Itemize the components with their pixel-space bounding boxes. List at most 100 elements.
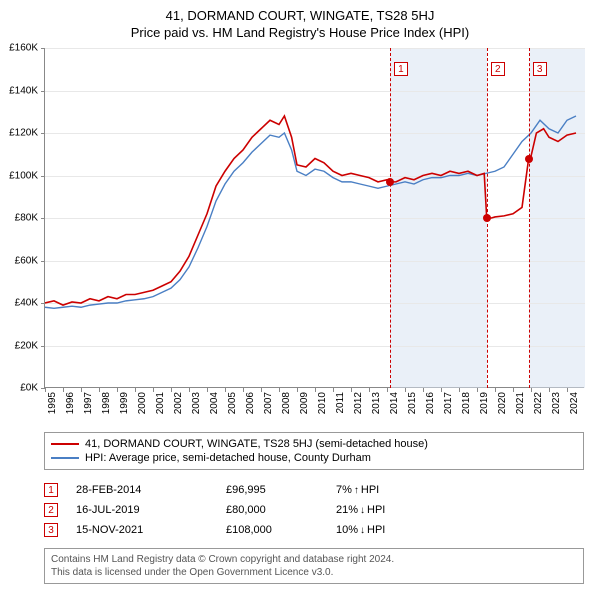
y-tick <box>41 48 45 49</box>
diff-label: HPI <box>361 484 379 496</box>
transaction-row-marker: 1 <box>44 483 58 497</box>
x-tick <box>459 388 460 392</box>
y-tick <box>41 303 45 304</box>
footer-attribution: Contains HM Land Registry data © Crown c… <box>44 548 584 584</box>
diff-arrow-icon: ↑ <box>354 485 359 496</box>
chart-title: 41, DORMAND COURT, WINGATE, TS28 5HJ <box>0 0 600 23</box>
y-tick <box>41 218 45 219</box>
transaction-date: 28-FEB-2014 <box>76 484 226 496</box>
x-tick <box>477 388 478 392</box>
legend-row: 41, DORMAND COURT, WINGATE, TS28 5HJ (se… <box>51 437 577 451</box>
transaction-price: £80,000 <box>226 504 336 516</box>
x-tick <box>567 388 568 392</box>
x-axis-label: 2013 <box>371 392 382 414</box>
x-axis-label: 2000 <box>137 392 148 414</box>
transaction-row-marker: 3 <box>44 523 58 537</box>
x-axis-label: 2024 <box>569 392 580 414</box>
y-axis-label: £120K <box>9 128 38 139</box>
diff-label: HPI <box>367 524 385 536</box>
x-tick <box>405 388 406 392</box>
legend-label: 41, DORMAND COURT, WINGATE, TS28 5HJ (se… <box>85 438 428 450</box>
transactions-table: 128-FEB-2014£96,9957%↑HPI216-JUL-2019£80… <box>44 480 584 540</box>
transaction-dot <box>386 178 394 186</box>
x-axis-label: 2010 <box>317 392 328 414</box>
transaction-price: £108,000 <box>226 524 336 536</box>
y-tick <box>41 176 45 177</box>
transaction-diff: 10%↓HPI <box>336 524 426 536</box>
footer-line2: This data is licensed under the Open Gov… <box>51 566 577 579</box>
x-tick <box>333 388 334 392</box>
x-axis-label: 2021 <box>515 392 526 414</box>
x-axis-label: 2004 <box>209 392 220 414</box>
x-axis-label: 2022 <box>533 392 544 414</box>
x-axis-label: 2017 <box>443 392 454 414</box>
x-axis-label: 2006 <box>245 392 256 414</box>
x-tick <box>549 388 550 392</box>
x-axis-label: 1995 <box>47 392 58 414</box>
x-axis-label: 2011 <box>335 392 346 414</box>
y-axis-label: £100K <box>9 170 38 181</box>
x-axis-label: 1998 <box>101 392 112 414</box>
legend-row: HPI: Average price, semi-detached house,… <box>51 451 577 465</box>
x-axis-label: 2016 <box>425 392 436 414</box>
x-axis-label: 2007 <box>263 392 274 414</box>
legend-section: 41, DORMAND COURT, WINGATE, TS28 5HJ (se… <box>44 432 584 584</box>
x-tick <box>279 388 280 392</box>
chart-container: 41, DORMAND COURT, WINGATE, TS28 5HJ Pri… <box>0 0 600 590</box>
chart-subtitle: Price paid vs. HM Land Registry's House … <box>0 23 600 40</box>
diff-percent: 21% <box>336 504 358 516</box>
transaction-dot <box>525 155 533 163</box>
legend-swatch <box>51 457 79 459</box>
y-tick <box>41 133 45 134</box>
x-tick <box>45 388 46 392</box>
x-axis-label: 2023 <box>551 392 562 414</box>
plot-region: 123 <box>44 48 584 388</box>
x-tick <box>81 388 82 392</box>
y-axis-label: £140K <box>9 85 38 96</box>
x-axis-label: 2019 <box>479 392 490 414</box>
legend-series-box: 41, DORMAND COURT, WINGATE, TS28 5HJ (se… <box>44 432 584 470</box>
x-tick <box>297 388 298 392</box>
x-axis-label: 2012 <box>353 392 364 414</box>
x-tick <box>261 388 262 392</box>
diff-label: HPI <box>367 504 385 516</box>
x-tick <box>171 388 172 392</box>
series-line <box>45 116 576 305</box>
y-axis-label: £0K <box>20 383 38 394</box>
x-tick <box>153 388 154 392</box>
x-axis-label: 1999 <box>119 392 130 414</box>
x-axis-label: 2020 <box>497 392 508 414</box>
y-tick <box>41 91 45 92</box>
x-tick <box>135 388 136 392</box>
x-axis-label: 2014 <box>389 392 400 414</box>
footer-line1: Contains HM Land Registry data © Crown c… <box>51 553 577 566</box>
transaction-marker: 3 <box>533 62 547 76</box>
x-tick <box>189 388 190 392</box>
transaction-row: 315-NOV-2021£108,00010%↓HPI <box>44 520 584 540</box>
x-axis-label: 2002 <box>173 392 184 414</box>
x-axis-label: 2008 <box>281 392 292 414</box>
y-axis-label: £40K <box>15 298 38 309</box>
diff-arrow-icon: ↓ <box>360 505 365 516</box>
x-tick <box>423 388 424 392</box>
x-tick <box>99 388 100 392</box>
transaction-diff: 21%↓HPI <box>336 504 426 516</box>
legend-label: HPI: Average price, semi-detached house,… <box>85 452 371 464</box>
x-axis-label: 1997 <box>83 392 94 414</box>
y-tick <box>41 346 45 347</box>
transaction-marker: 2 <box>491 62 505 76</box>
x-axis-label: 2001 <box>155 392 166 414</box>
x-tick <box>315 388 316 392</box>
x-tick <box>513 388 514 392</box>
x-tick <box>441 388 442 392</box>
x-tick <box>369 388 370 392</box>
x-tick <box>531 388 532 392</box>
x-tick <box>243 388 244 392</box>
x-axis-label: 1996 <box>65 392 76 414</box>
y-axis-label: £160K <box>9 43 38 54</box>
x-axis-label: 2015 <box>407 392 418 414</box>
y-axis-label: £80K <box>15 213 38 224</box>
legend-swatch <box>51 443 79 445</box>
x-axis-label: 2003 <box>191 392 202 414</box>
x-tick <box>225 388 226 392</box>
